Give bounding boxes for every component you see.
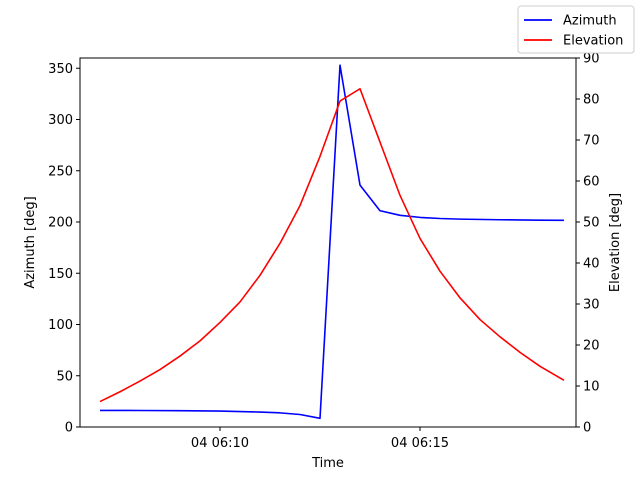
right-y-tick-label: 40: [583, 257, 600, 272]
right-y-tick-label: 70: [583, 134, 600, 149]
right-y-tick-label: 50: [583, 216, 600, 231]
legend-label-azimuth: Azimuth: [563, 14, 617, 29]
right-y-tick-label: 0: [583, 421, 591, 436]
left-y-tick-label: 250: [48, 164, 73, 179]
right-y-tick-label: 10: [583, 380, 600, 395]
series-line-elevation: [99, 87, 565, 403]
left-y-tick-label: 200: [48, 216, 73, 231]
left-y-tick-label: 100: [48, 318, 73, 333]
left-y-axis-label: Azimuth [deg]: [23, 196, 38, 288]
series-line-azimuth: [99, 64, 565, 420]
right-y-tick-label: 30: [583, 298, 600, 313]
right-y-tick-label: 90: [583, 52, 600, 67]
x-tick-label: 04 06:15: [391, 436, 449, 451]
legend-box: [517, 5, 635, 54]
legend: Azimuth Elevation: [517, 5, 635, 54]
plot-layer: [99, 64, 565, 420]
plot-frame: [79, 57, 577, 428]
right-y-tick-label: 20: [583, 339, 600, 354]
right-y-tick-label: 80: [583, 93, 600, 108]
left-y-tick-label: 350: [48, 62, 73, 77]
left-y-tick-label: 300: [48, 113, 73, 128]
left-y-tick-label: 0: [65, 421, 73, 436]
left-y-tick-label: 150: [48, 267, 73, 282]
legend-label-elevation: Elevation: [563, 34, 623, 49]
right-y-tick-label: 60: [583, 175, 600, 190]
x-tick-label: 04 06:10: [191, 436, 249, 451]
left-y-tick-label: 50: [56, 369, 73, 384]
x-axis-label: Time: [311, 456, 344, 471]
right-y-axis-label: Elevation [deg]: [608, 193, 623, 292]
axes-layer: 0 50 100 150 200 250 300 350 0 10 20 30 40 50 60 70 80 90…: [48, 52, 599, 452]
